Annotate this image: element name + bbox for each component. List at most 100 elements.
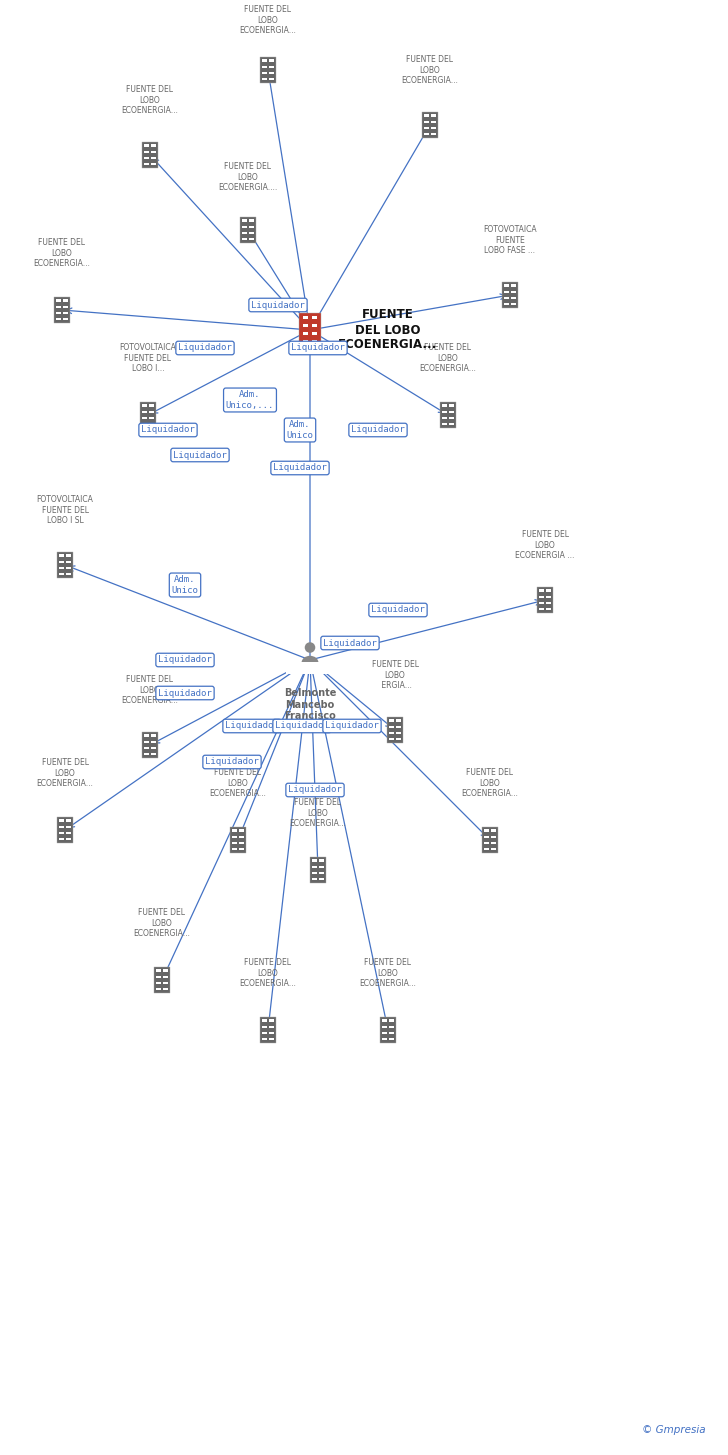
Bar [269, 77, 274, 80]
Bar [397, 719, 400, 722]
Text: Liquidador: Liquidador [371, 605, 425, 614]
Text: FOTOVOLTAICA
FUENTE DEL
LOBO I SL: FOTOVOLTAICA FUENTE DEL LOBO I SL [36, 495, 93, 525]
Text: FUENTE DEL
LOBO
ECOENERGIA...: FUENTE DEL LOBO ECOENERGIA... [133, 908, 191, 938]
Bar [143, 410, 146, 413]
Bar [157, 969, 161, 972]
Text: Liquidador: Liquidador [291, 343, 345, 352]
Bar [60, 825, 63, 828]
Bar [303, 324, 308, 327]
Bar [164, 988, 167, 989]
Bar [269, 60, 274, 61]
Bar [164, 975, 167, 978]
Bar [144, 735, 149, 736]
Bar [149, 416, 154, 419]
Bar [312, 332, 317, 335]
Text: FUENTE DEL
LOBO
ECOENERGIA...: FUENTE DEL LOBO ECOENERGIA... [240, 6, 296, 35]
Text: Adm.
Unico: Adm. Unico [287, 420, 314, 439]
Bar [484, 835, 488, 838]
Bar [157, 988, 161, 989]
Bar [547, 595, 550, 598]
Bar [240, 841, 244, 844]
Bar [512, 285, 515, 287]
Bar [389, 726, 394, 728]
Bar [230, 826, 246, 853]
Text: FUENTE DEL
LOBO
ECOENERGIA...: FUENTE DEL LOBO ECOENERGIA... [122, 675, 178, 706]
Bar [151, 163, 156, 164]
Text: Liquidador: Liquidador [325, 722, 379, 730]
Text: Liquidador: Liquidador [178, 343, 232, 352]
Bar [60, 832, 63, 834]
Bar [269, 65, 274, 68]
Bar [502, 282, 518, 308]
Bar [424, 121, 429, 122]
Bar [320, 877, 324, 880]
Bar [443, 422, 446, 425]
Bar [262, 1032, 266, 1035]
Bar [142, 143, 158, 167]
Bar [144, 741, 149, 744]
Bar [312, 324, 317, 327]
Bar [269, 1020, 274, 1021]
Bar [56, 311, 60, 314]
Text: FUENTE DEL
LOBO
ECOENERGIA...: FUENTE DEL LOBO ECOENERGIA... [240, 959, 296, 988]
Bar [389, 1020, 394, 1021]
Bar [142, 732, 158, 758]
Text: Liquidador: Liquidador [158, 688, 212, 697]
Bar [382, 1032, 387, 1035]
Bar [164, 982, 167, 984]
Bar [240, 848, 244, 850]
Bar [66, 573, 71, 575]
Bar [312, 877, 317, 880]
Bar [422, 112, 438, 138]
Bar [397, 726, 400, 728]
Bar [63, 317, 68, 320]
Bar [57, 551, 73, 578]
Bar [484, 841, 488, 844]
Bar [143, 416, 146, 419]
Bar [54, 297, 70, 323]
Bar [484, 848, 488, 850]
Bar [144, 163, 149, 164]
Bar [382, 1037, 387, 1040]
Bar [154, 968, 170, 992]
Bar [432, 115, 435, 116]
Text: Liquidador: Liquidador [275, 722, 329, 730]
Bar [432, 121, 435, 122]
Bar [312, 340, 317, 343]
Bar [164, 969, 167, 972]
Text: FUENTE DEL
LOBO
ECOENERGIA...: FUENTE DEL LOBO ECOENERGIA... [402, 55, 459, 84]
Bar [240, 217, 256, 243]
Bar [269, 1032, 274, 1035]
Text: Liquidador: Liquidador [173, 451, 227, 460]
Bar [63, 300, 68, 301]
Bar [269, 1037, 274, 1040]
Bar [491, 848, 496, 850]
Text: Liquidador: Liquidador [288, 786, 342, 794]
Bar [262, 71, 266, 74]
Text: Liquidador: Liquidador [205, 758, 259, 767]
Bar [250, 237, 253, 240]
Bar [537, 586, 553, 613]
Bar [60, 560, 63, 563]
Bar [143, 404, 146, 407]
Bar [449, 410, 454, 413]
Bar [144, 752, 149, 755]
Bar [443, 404, 446, 407]
Bar [57, 818, 73, 842]
Bar [397, 738, 400, 741]
Bar [303, 332, 308, 335]
Text: FUENTE DEL
LOBO
ECOENERGIA...: FUENTE DEL LOBO ECOENERGIA... [210, 768, 266, 797]
Bar [491, 835, 496, 838]
Bar [389, 1032, 394, 1035]
Bar [312, 872, 317, 874]
Text: Liquidador: Liquidador [141, 425, 195, 435]
Bar [424, 115, 429, 116]
Bar [232, 829, 237, 832]
Bar [262, 1020, 266, 1021]
Bar [151, 144, 156, 147]
Bar [505, 291, 509, 292]
Bar [56, 306, 60, 308]
Bar [320, 860, 324, 861]
Bar [66, 825, 71, 828]
Text: FUENTE
DEL LOBO
ECOENERGIA...: FUENTE DEL LOBO ECOENERGIA... [338, 308, 438, 352]
